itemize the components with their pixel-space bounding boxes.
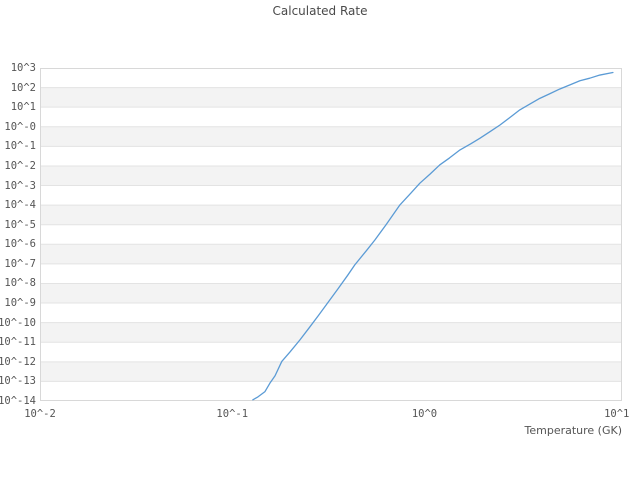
x-axis-title: Temperature (GK): [524, 424, 623, 437]
chart-title: Calculated Rate: [272, 4, 368, 18]
y-tick-label: 10^-10: [0, 316, 36, 329]
x-tick-label: 10^-1: [216, 408, 249, 420]
y-tick-label: 10^-2: [4, 159, 36, 172]
y-tick-label: 10^2: [10, 81, 36, 94]
y-tick-label: 10^-11: [0, 336, 36, 349]
y-tick-label: 10^-13: [0, 375, 36, 388]
y-tick-label: 10^3: [10, 62, 36, 74]
y-tick-label: 10^-12: [0, 355, 36, 368]
y-tick-label: 10^-5: [4, 218, 36, 231]
y-tick-label: 10^-8: [4, 277, 36, 290]
x-tick-label: 10^1: [604, 408, 630, 420]
y-tick-label: 10^-9: [4, 297, 36, 310]
rate-curve-plot: [40, 68, 622, 401]
x-tick-label: 10^0: [411, 408, 438, 420]
y-tick-label: 10^-1: [4, 140, 36, 153]
y-tick-label: 10^1: [10, 101, 36, 114]
y-tick-label: 10^-7: [4, 257, 36, 270]
y-tick-label: 10^-14: [0, 395, 36, 407]
y-tick-label: 10^-0: [4, 120, 36, 133]
y-tick-label: 10^-6: [4, 238, 36, 251]
y-tick-label: 10^-4: [4, 199, 36, 212]
x-tick-label: 10^-2: [24, 408, 56, 420]
y-tick-label: 10^-3: [4, 179, 36, 192]
